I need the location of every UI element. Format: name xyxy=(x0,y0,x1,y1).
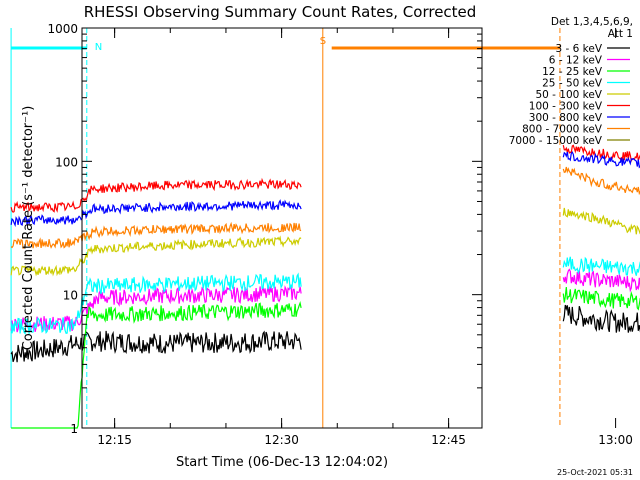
legend-header-line: Att 1 xyxy=(608,28,633,40)
y-tick-label: 10 xyxy=(63,289,78,303)
legend-entry-label: 6 - 12 keV xyxy=(549,55,603,67)
x-tick-label: 12:30 xyxy=(264,433,299,447)
series-4-segment-0 xyxy=(10,235,302,277)
x-axis-label: Start Time (06-Dec-13 12:04:02) xyxy=(176,455,388,470)
series-3-segment-0 xyxy=(10,272,302,336)
series-2-segment-1 xyxy=(562,286,640,311)
y-axis-ticks: 1 10 100 1000 xyxy=(47,22,482,436)
legend-entry-label: 7000 - 15000 keV xyxy=(509,135,603,147)
legend-entry-label: 12 - 25 keV xyxy=(542,66,603,78)
series-0-segment-0 xyxy=(10,330,302,363)
y-axis-label: Corrected Count Rate (s⁻¹ detector⁻¹) xyxy=(21,106,36,351)
legend-entry-label: 100 - 300 keV xyxy=(529,101,603,113)
legend-entry-label: 3 - 6 keV xyxy=(555,43,602,55)
chart-title: RHESSI Observing Summary Count Rates, Co… xyxy=(84,3,477,21)
series-7-segment-1 xyxy=(562,166,640,196)
legend-entry-label: 50 - 100 keV xyxy=(535,89,602,101)
legend-entry-label: 300 - 800 keV xyxy=(529,112,603,124)
attenuator-bars: NS xyxy=(11,36,560,53)
series-1-segment-0 xyxy=(10,284,302,333)
series-1-segment-1 xyxy=(562,268,640,293)
series-7-segment-0 xyxy=(10,221,302,249)
attenuator-label-s: S xyxy=(320,36,326,47)
x-tick-label: 12:15 xyxy=(97,433,132,447)
series-0-segment-1 xyxy=(562,304,640,333)
series-5-segment-0 xyxy=(10,177,302,213)
x-tick-label: 12:45 xyxy=(431,433,466,447)
event-marker-lines xyxy=(10,28,561,428)
legend-header-line: Det 1,3,4,5,6,9, xyxy=(551,16,633,28)
series-4-segment-1 xyxy=(562,207,640,235)
legend-entry-label: 800 - 7000 keV xyxy=(522,124,603,136)
footer-timestamp: 25-Oct-2021 05:31 xyxy=(557,468,633,477)
y-tick-label: 1000 xyxy=(47,22,78,36)
series-group xyxy=(10,144,640,429)
x-tick-label: 13:00 xyxy=(598,433,633,447)
y-tick-label: 1 xyxy=(70,422,78,436)
series-3-segment-1 xyxy=(562,256,640,276)
attenuator-label-n: N xyxy=(95,42,102,53)
legend-entry-label: 25 - 50 keV xyxy=(542,78,603,90)
series-6-segment-0 xyxy=(10,199,302,228)
series-2-segment-0 xyxy=(11,300,302,429)
y-tick-label: 100 xyxy=(55,155,78,169)
series-6-segment-1 xyxy=(562,151,640,169)
